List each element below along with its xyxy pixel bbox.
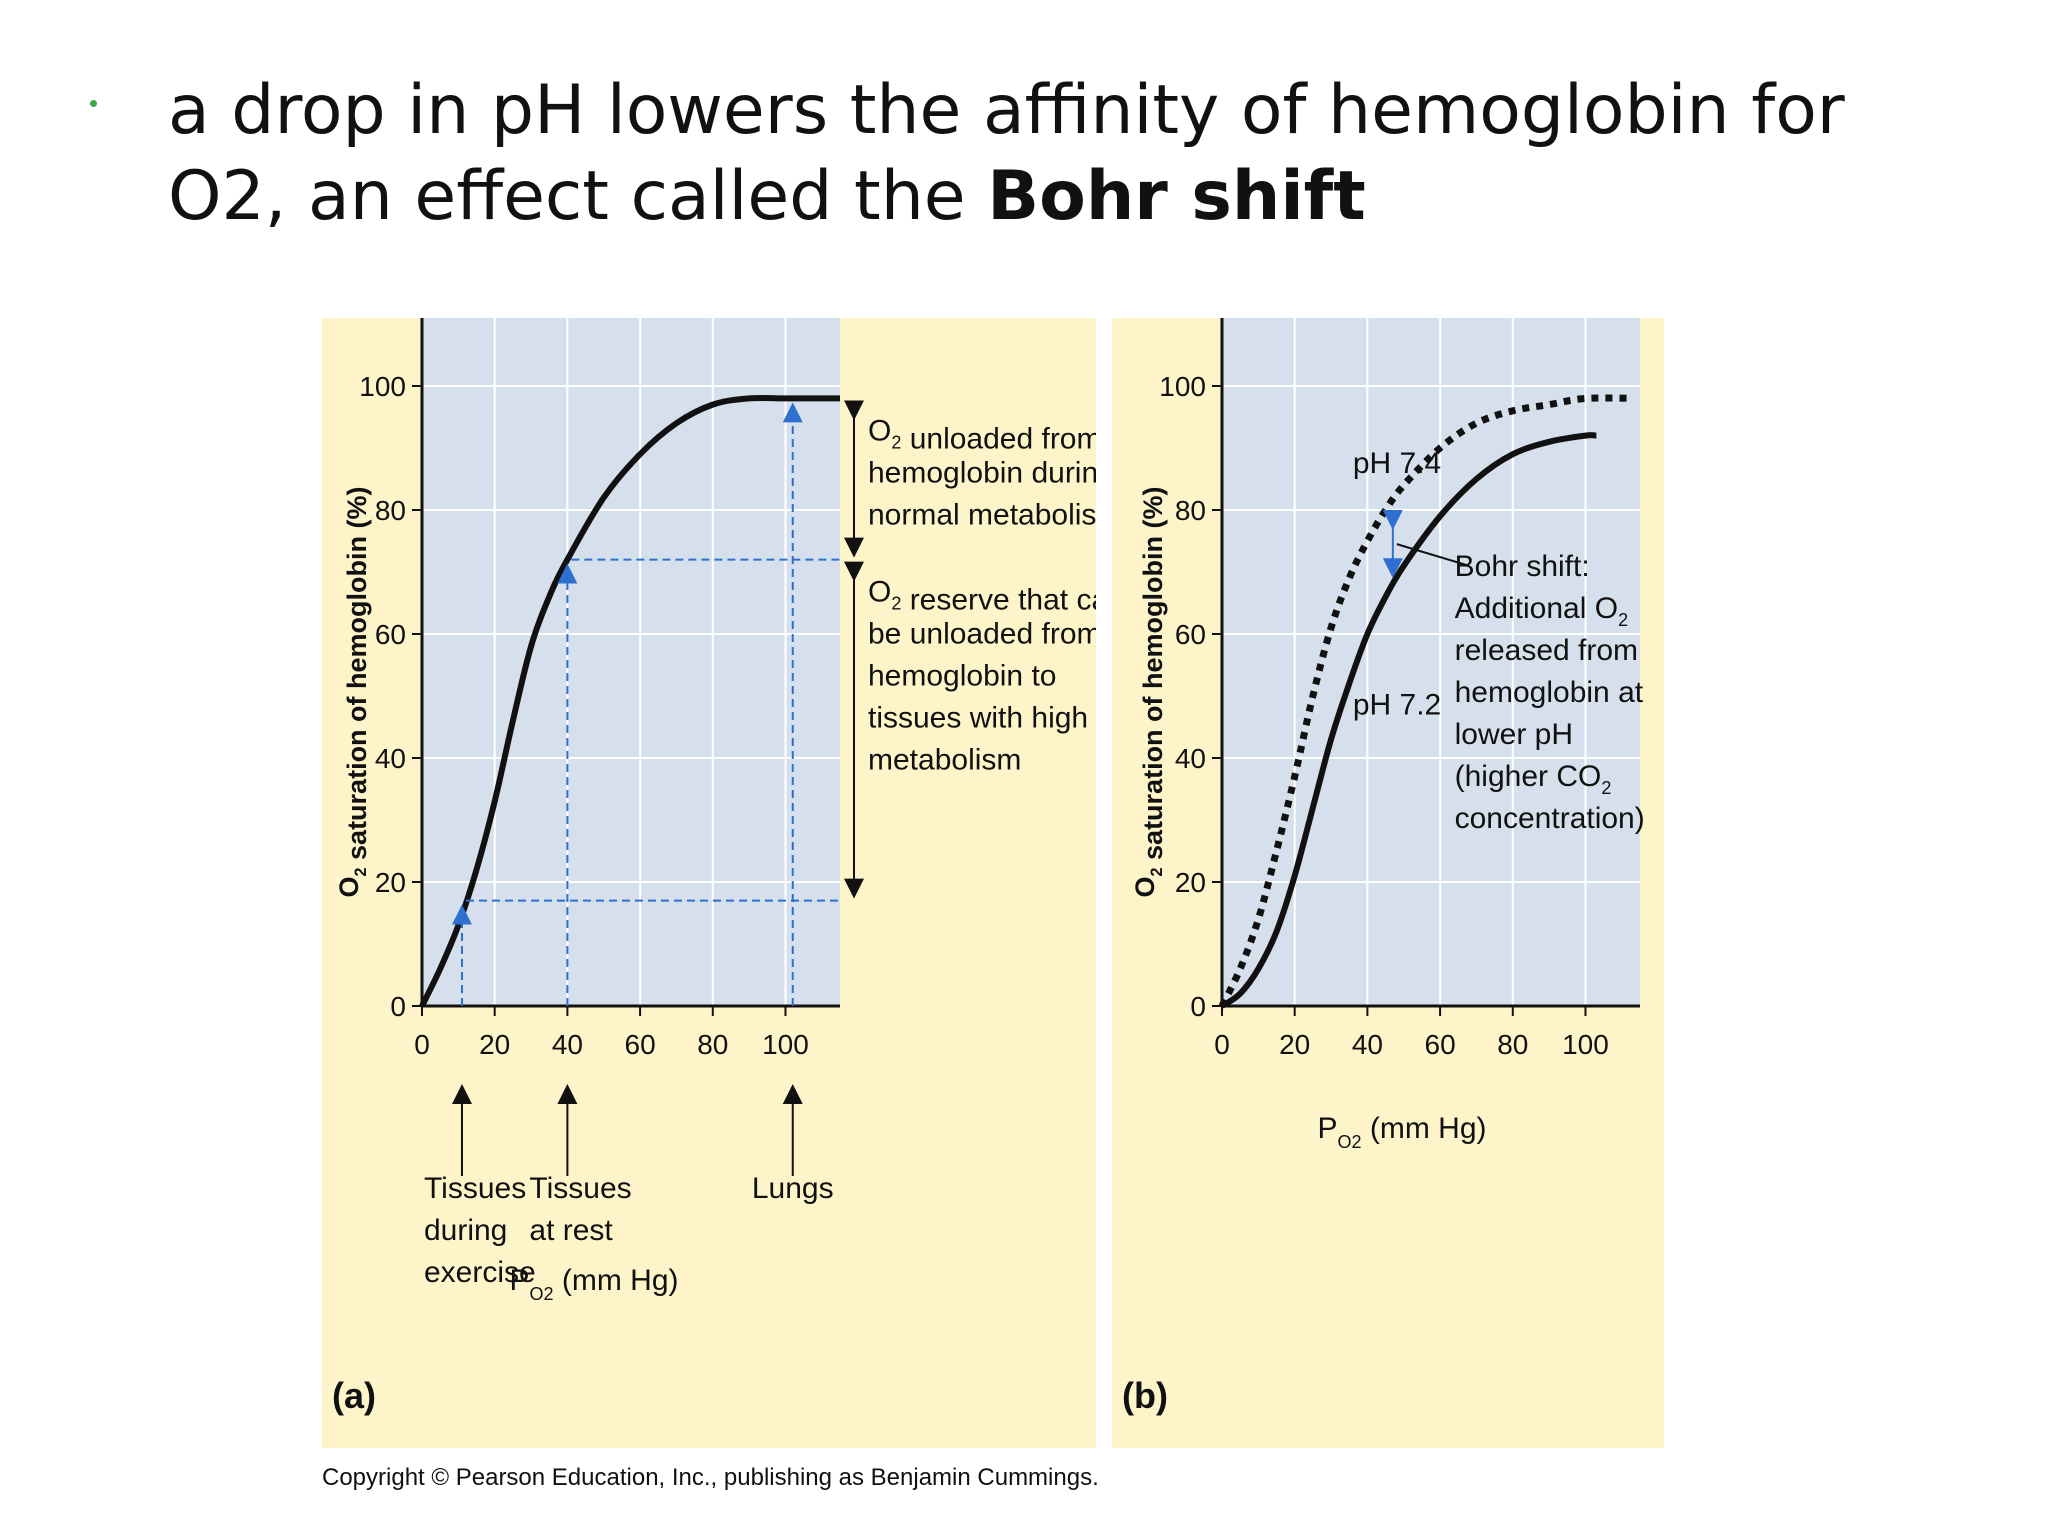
x-annotation-text: Lungs xyxy=(752,1172,834,1205)
bullet-text: a drop in pH lowers the affinity of hemo… xyxy=(168,68,1968,240)
bohr-shift-text: concentration) xyxy=(1455,802,1645,835)
x-axis-label: PO2 (mm Hg) xyxy=(509,1264,678,1304)
range-annotation-text: O2 reserve that can xyxy=(868,576,1096,617)
x-axis-label: PO2 (mm Hg) xyxy=(1317,1112,1486,1152)
bohr-shift-text: Additional O2 xyxy=(1455,592,1628,630)
bohr-shift-text: lower pH xyxy=(1455,718,1573,751)
y-tick-label: 40 xyxy=(1175,743,1206,774)
saturation-curve xyxy=(419,394,840,1008)
range-annotation-text: normal metabolism xyxy=(868,498,1096,531)
curve-ph-7-2 xyxy=(1220,432,1597,1009)
x-tick-label: 40 xyxy=(1352,1029,1383,1060)
x-annotation-text: Tissues xyxy=(424,1172,526,1205)
bohr-shift-text: released from xyxy=(1455,634,1638,667)
y-tick-label: 80 xyxy=(375,495,406,526)
y-tick-label: 20 xyxy=(1175,867,1206,898)
y-tick-label: 100 xyxy=(359,371,406,402)
bohr-shift-leader xyxy=(1396,543,1470,567)
copyright-text: Copyright © Pearson Education, Inc., pub… xyxy=(322,1464,1099,1491)
panel-label: (b) xyxy=(1122,1375,1168,1416)
x-annotation-text: at rest xyxy=(529,1214,613,1247)
range-annotation-text: O2 unloaded from xyxy=(868,414,1096,455)
panel-label: (a) xyxy=(332,1375,376,1416)
bullet-text-bold: Bohr shift xyxy=(987,157,1366,236)
x-tick-label: 20 xyxy=(479,1029,510,1060)
series-label: pH 7.2 xyxy=(1353,689,1441,722)
range-annotation-text: hemoglobin during xyxy=(868,456,1096,489)
bohr-shift-text: Bohr shift: xyxy=(1455,550,1590,583)
range-annotation-text: hemoglobin to xyxy=(868,660,1056,693)
range-annotation-text: metabolism xyxy=(868,744,1021,777)
series-label: pH 7.4 xyxy=(1353,447,1441,480)
x-tick-label: 60 xyxy=(625,1029,656,1060)
y-tick-label: 0 xyxy=(1190,991,1206,1022)
y-tick-label: 20 xyxy=(375,867,406,898)
y-tick-label: 60 xyxy=(1175,619,1206,650)
plot-area xyxy=(422,318,840,1006)
x-annotation-text: exercise xyxy=(424,1256,536,1289)
range-annotation-text: tissues with high xyxy=(868,702,1088,735)
x-tick-label: 80 xyxy=(1497,1029,1528,1060)
x-tick-label: 100 xyxy=(762,1029,809,1060)
x-tick-label: 100 xyxy=(1562,1029,1609,1060)
x-tick-label: 0 xyxy=(414,1029,430,1060)
bohr-shift-text: (higher CO2 xyxy=(1455,760,1612,798)
bullet-text-prefix: a drop in pH lowers the affinity of hemo… xyxy=(168,71,1845,236)
curve-ph-7-4 xyxy=(1218,394,1633,1008)
range-annotation-text: be unloaded from xyxy=(868,618,1096,651)
figure-panel-b: 0 20 40 60 80 100 0 20 40 60 80 100 O2 saturation of… xyxy=(1112,318,1664,1448)
y-axis-label: O2 saturation of hemoglobin (%) xyxy=(334,486,372,897)
figure-panel-a: 0 20 40 60 80 100 0 20 40 60 80 100 O2 saturation of… xyxy=(322,318,1096,1448)
y-axis-label: O2 saturation of hemoglobin (%) xyxy=(1130,486,1168,897)
y-tick-label: 60 xyxy=(375,619,406,650)
bullet-dot xyxy=(90,100,97,107)
chart-b: 0 20 40 60 80 100 0 20 40 60 80 100 O2 saturation of… xyxy=(1112,318,1664,1448)
x-tick-label: 20 xyxy=(1279,1029,1310,1060)
x-tick-label: 40 xyxy=(552,1029,583,1060)
y-tick-label: 0 xyxy=(390,991,406,1022)
bohr-shift-text: hemoglobin at xyxy=(1455,676,1644,709)
y-tick-label: 80 xyxy=(1175,495,1206,526)
x-annotation-text: during xyxy=(424,1214,507,1247)
x-tick-label: 60 xyxy=(1425,1029,1456,1060)
x-tick-label: 80 xyxy=(697,1029,728,1060)
y-tick-label: 40 xyxy=(375,743,406,774)
x-tick-label: 0 xyxy=(1214,1029,1230,1060)
x-annotation-text: Tissues xyxy=(529,1172,631,1205)
y-tick-label: 100 xyxy=(1159,371,1206,402)
chart-a: 0 20 40 60 80 100 0 20 40 60 80 100 O2 saturation of… xyxy=(322,318,1096,1448)
